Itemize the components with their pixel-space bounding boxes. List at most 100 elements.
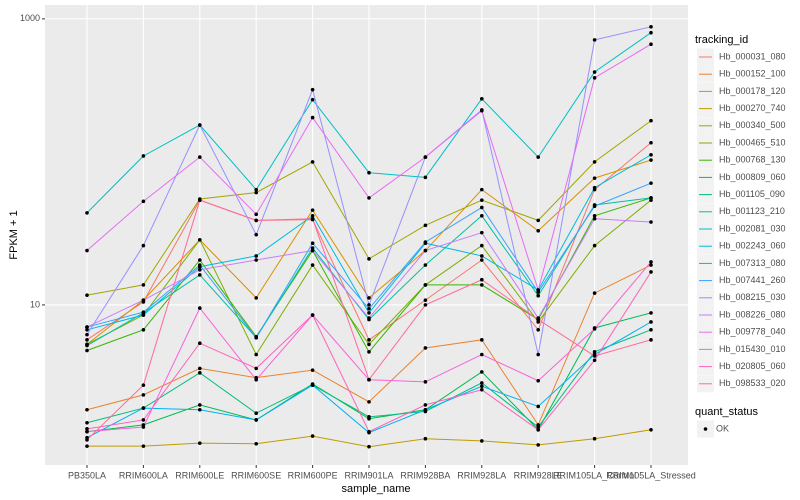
data-point	[85, 343, 89, 348]
legend-label: Hb_008215_030	[719, 292, 786, 302]
data-point	[367, 350, 371, 354]
data-point	[480, 277, 484, 282]
data-point	[198, 407, 202, 412]
data-point	[141, 383, 146, 387]
data-point	[423, 223, 428, 228]
data-point	[649, 311, 653, 315]
data-point	[592, 436, 597, 441]
data-point	[367, 377, 371, 382]
x-axis-label: sample_name	[341, 483, 410, 495]
legend-label: Hb_000465_510	[719, 137, 786, 147]
data-point	[592, 350, 597, 354]
data-point	[367, 303, 371, 307]
legend-label: Hb_008226_080	[719, 309, 786, 319]
data-point	[423, 436, 428, 441]
data-point	[198, 341, 202, 345]
data-point	[536, 155, 540, 159]
data-point	[85, 325, 89, 329]
data-point	[480, 388, 484, 392]
data-point	[310, 241, 315, 246]
data-point	[254, 218, 258, 223]
legend-label: Hb_007313_080	[719, 258, 786, 268]
data-point	[310, 263, 315, 267]
y-axis-label: FPKM + 1	[8, 210, 20, 259]
data-point	[480, 381, 484, 385]
data-point	[592, 76, 597, 80]
legend-label: Hb_000270_740	[719, 103, 786, 113]
data-point	[254, 411, 258, 415]
legend-label: Hb_002243_060	[719, 241, 786, 251]
data-point	[310, 246, 315, 250]
data-point	[536, 443, 540, 447]
data-point	[480, 243, 484, 248]
data-point	[423, 380, 428, 384]
data-point	[649, 196, 653, 200]
data-point	[141, 425, 146, 429]
data-point	[649, 118, 653, 123]
data-point	[536, 378, 540, 383]
x-tick-label: PB350LA	[68, 470, 106, 480]
legend-label: Hb_000152_100	[719, 69, 786, 79]
x-tick-label: RRIM600SE	[231, 470, 281, 480]
data-point	[536, 425, 540, 429]
data-point	[141, 298, 146, 302]
data-point	[198, 198, 202, 202]
data-point	[480, 213, 484, 218]
legend-label: Hb_009778_040	[719, 327, 786, 337]
panel	[45, 5, 688, 465]
data-point	[367, 415, 371, 419]
data-point	[423, 407, 428, 412]
data-point	[592, 291, 597, 295]
data-point	[649, 25, 653, 29]
data-point	[649, 427, 653, 432]
data-point	[423, 263, 428, 267]
data-point	[310, 434, 315, 438]
x-tick-label: RRIM105LA_Stressed	[606, 470, 696, 480]
data-point	[367, 342, 371, 347]
data-point	[85, 348, 89, 353]
data-point	[367, 306, 371, 311]
x-tick-label: RRIM928LE	[514, 470, 563, 480]
data-point	[85, 327, 89, 332]
data-point	[310, 97, 315, 102]
data-point	[254, 366, 258, 371]
legend-label: Hb_001123_210	[719, 206, 785, 216]
data-point	[85, 427, 89, 431]
data-point	[85, 438, 89, 442]
data-point	[480, 97, 484, 101]
legend-label: Hb_098533_020	[719, 378, 786, 388]
data-point	[198, 268, 202, 272]
y-tick-label: 10	[30, 299, 40, 309]
data-point	[85, 248, 89, 253]
data-point	[141, 418, 146, 422]
data-point	[536, 327, 540, 332]
plot-layer: 10 1000 PB350LA RRIM600LA RRIM600LE RRIM600SE…	[20, 5, 786, 480]
data-point	[141, 327, 146, 332]
data-point	[536, 352, 540, 357]
data-point	[649, 220, 653, 224]
data-point	[480, 230, 484, 235]
data-point	[85, 407, 89, 412]
x-tick-label: RRIM105LA_Control	[553, 470, 636, 480]
data-point	[367, 400, 371, 404]
legend-label: Hb_000178_120	[719, 86, 786, 96]
data-point	[310, 217, 315, 221]
data-point	[649, 30, 653, 35]
data-point	[480, 370, 484, 374]
data-point	[536, 404, 540, 409]
legend-label: Hb_000809_060	[719, 172, 786, 182]
data-point	[85, 429, 89, 434]
data-point	[592, 160, 597, 164]
data-point	[480, 352, 484, 357]
x-tick-label: RRIM600LA	[119, 470, 168, 480]
data-point	[423, 240, 428, 244]
data-point	[649, 338, 653, 342]
data-point	[367, 429, 371, 434]
point-legend-swatch	[703, 427, 708, 431]
data-point	[198, 273, 202, 277]
data-point	[536, 427, 540, 432]
data-point	[85, 444, 89, 448]
data-point	[536, 317, 540, 322]
data-point	[480, 254, 484, 258]
